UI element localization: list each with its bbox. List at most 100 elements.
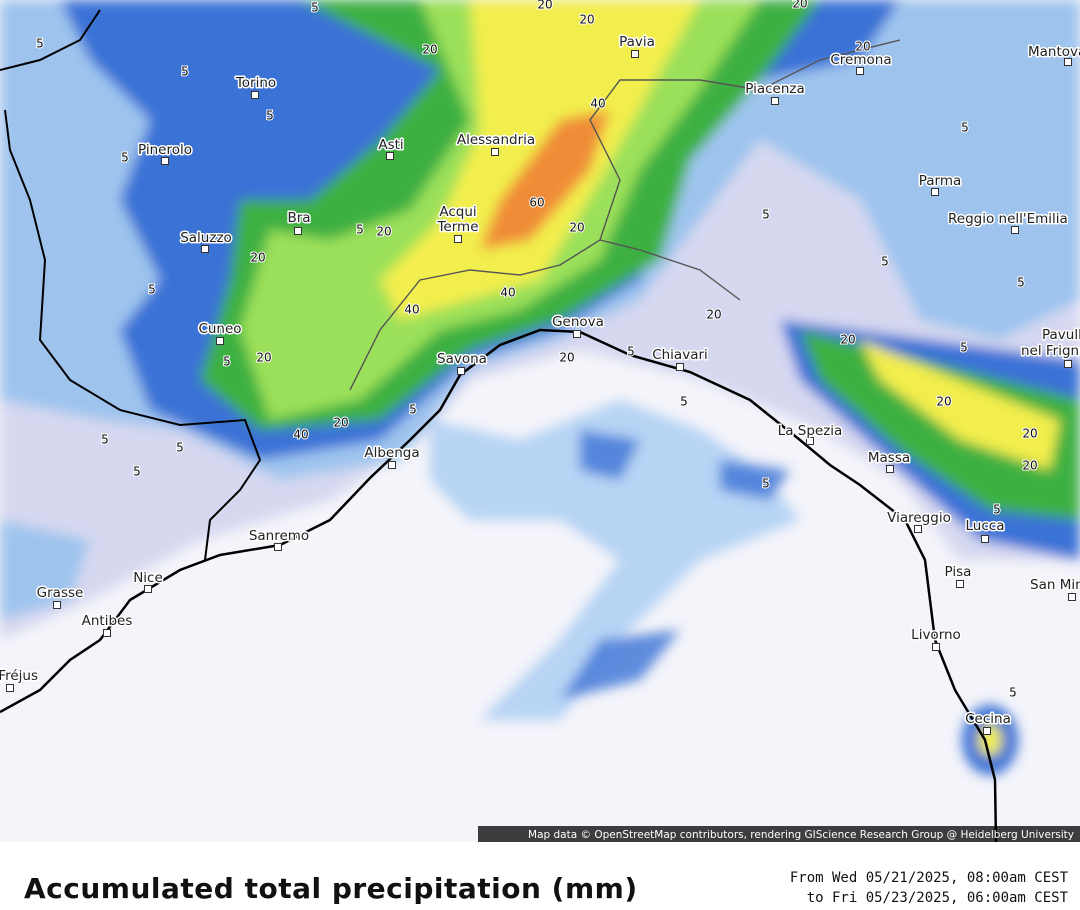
city-dot bbox=[294, 227, 302, 235]
city-dot bbox=[676, 363, 684, 371]
map: 5 5 5 5 5 20 20 20 20 40 60 20 40 40 20 5 40 20 5 5 5 5 20 5 5 20… bbox=[0, 0, 1080, 842]
city-label: San Miniato bbox=[1030, 577, 1080, 593]
city-dot bbox=[806, 437, 814, 445]
precipitation-field: 5 5 5 5 5 20 20 20 20 40 60 20 40 40 20 5 40 20 5 5 5 5 20 5 5 20… bbox=[0, 0, 1080, 842]
city-dot bbox=[454, 235, 462, 243]
city-dot bbox=[161, 157, 169, 165]
city-dot bbox=[457, 367, 465, 375]
city-label: Cremona bbox=[830, 52, 891, 68]
region-border bbox=[349, 39, 901, 391]
contour-label: 20 bbox=[1022, 427, 1037, 441]
coastline bbox=[0, 328, 998, 842]
city-label: Sanremo bbox=[249, 528, 309, 544]
contour-label: 5 bbox=[881, 255, 889, 269]
city-label: Bra bbox=[287, 210, 310, 226]
city-dot bbox=[216, 337, 224, 345]
contour-label: 5 bbox=[181, 65, 189, 79]
city-label: Lucca bbox=[966, 518, 1005, 534]
city-dot bbox=[386, 152, 394, 160]
city-label: Saluzzo bbox=[180, 230, 232, 246]
contour-label: 5 bbox=[961, 121, 969, 135]
city-dot bbox=[491, 148, 499, 156]
city-dot bbox=[103, 629, 111, 637]
city-label: Antibes bbox=[82, 613, 133, 629]
contour-label: 20 bbox=[569, 221, 584, 235]
city-label: Cecina bbox=[965, 711, 1011, 727]
city-label: La Spezia bbox=[778, 423, 843, 439]
attribution-bg bbox=[478, 826, 1080, 842]
city-dot bbox=[886, 465, 894, 473]
contour-label: 20 bbox=[537, 0, 552, 12]
border bbox=[0, 9, 101, 71]
contour-label: 40 bbox=[590, 97, 605, 111]
contour-label: 5 bbox=[356, 223, 364, 237]
city-dot bbox=[201, 245, 209, 253]
city-dot bbox=[274, 543, 282, 551]
contour-label: 20 bbox=[256, 351, 271, 365]
contour-label: 5 bbox=[993, 503, 1001, 517]
city-label: Reggio nell'Emilia bbox=[948, 211, 1068, 227]
city-dot bbox=[573, 330, 581, 338]
city-label: Torino bbox=[235, 75, 276, 91]
city-dot bbox=[144, 585, 152, 593]
city-label: Parma bbox=[919, 173, 962, 189]
city-dot bbox=[388, 461, 396, 469]
contour-label: 5 bbox=[148, 283, 156, 297]
contour-label: 5 bbox=[311, 1, 319, 15]
city-label: nel Frignano bbox=[1021, 343, 1080, 359]
city-dot bbox=[1011, 226, 1019, 234]
city-label: Piacenza bbox=[745, 81, 805, 97]
contour-label: 5 bbox=[176, 441, 184, 455]
contour-label: 5 bbox=[680, 395, 688, 409]
city-dot bbox=[1064, 360, 1072, 368]
city-dot bbox=[981, 535, 989, 543]
city-label: Alessandria bbox=[457, 132, 535, 148]
city-label: Albenga bbox=[364, 445, 419, 461]
city-label: Acqui bbox=[439, 204, 476, 220]
city-dot bbox=[771, 97, 779, 105]
city-label: Asti bbox=[378, 137, 403, 153]
contour-label: 5 bbox=[1009, 686, 1017, 700]
contour-label: 5 bbox=[762, 208, 770, 222]
city-label: Pinerolo bbox=[138, 142, 192, 158]
city-label: Livorno bbox=[911, 627, 961, 643]
contour-label: 5 bbox=[133, 465, 141, 479]
city-label: Pisa bbox=[945, 564, 972, 580]
contour-label: 20 bbox=[1022, 459, 1037, 473]
city-dot bbox=[1064, 58, 1072, 66]
contour-label: 20 bbox=[559, 351, 574, 365]
contour-label: 5 bbox=[223, 355, 231, 369]
period: From Wed 05/21/2025, 08:00am CEST to Fri… bbox=[790, 868, 1068, 908]
contour-label: 5 bbox=[36, 37, 44, 51]
city-label: Grasse bbox=[37, 585, 84, 601]
contour-label: 20 bbox=[706, 308, 721, 322]
period-to: to Fri 05/23/2025, 06:00am CEST bbox=[806, 890, 1068, 906]
city-dot bbox=[983, 727, 991, 735]
contour-label: 40 bbox=[293, 428, 308, 442]
city-dot bbox=[53, 601, 61, 609]
contour-label: 5 bbox=[1017, 276, 1025, 290]
city-dot bbox=[6, 684, 14, 692]
city-label: Terme bbox=[436, 219, 478, 235]
contour-label: 20 bbox=[855, 40, 870, 54]
city-label: Savona bbox=[437, 351, 487, 367]
city-label: Pavia bbox=[619, 34, 655, 50]
period-from: From Wed 05/21/2025, 08:00am CEST bbox=[789, 870, 1068, 886]
city-label: Nice bbox=[133, 570, 163, 586]
contour-label: 5 bbox=[121, 151, 129, 165]
city-label: Viareggio bbox=[887, 510, 951, 526]
contour-label: 5 bbox=[960, 341, 968, 355]
contour-label: 40 bbox=[404, 303, 419, 317]
city-dot bbox=[956, 580, 964, 588]
contour-label: 20 bbox=[579, 13, 594, 27]
contour-label: 20 bbox=[936, 395, 951, 409]
city-label: Chiavari bbox=[652, 347, 708, 363]
city-label: Mantova bbox=[1028, 44, 1080, 60]
contour-label: 20 bbox=[840, 333, 855, 347]
contour-label: 20 bbox=[422, 43, 437, 57]
city-label: Cuneo bbox=[198, 321, 241, 337]
contour-label: 20 bbox=[792, 0, 807, 11]
contour-label: 5 bbox=[409, 403, 417, 417]
contour-label: 60 bbox=[529, 196, 544, 210]
